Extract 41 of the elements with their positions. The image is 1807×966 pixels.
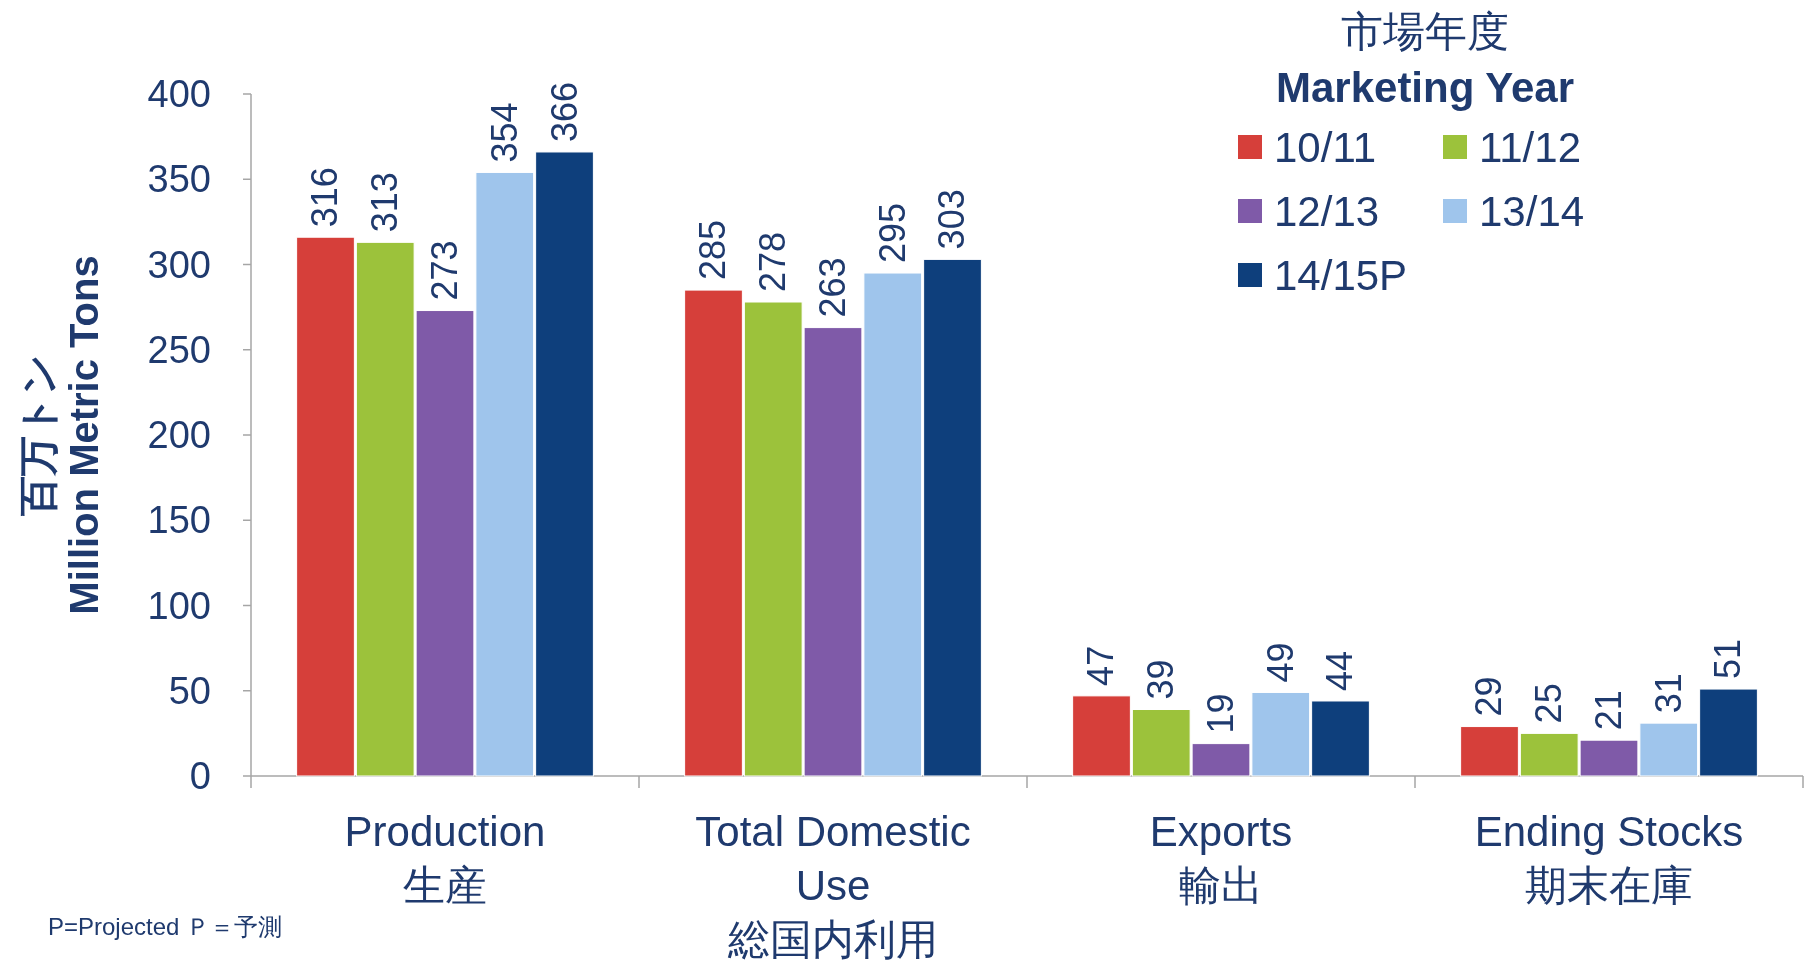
- legend-label: 10/11: [1274, 124, 1376, 171]
- legend-label: 13/14: [1479, 188, 1585, 235]
- x-tick-label: Exports 輸出: [1149, 808, 1293, 909]
- y-tick-label: 200: [147, 414, 211, 456]
- data-label: 25: [1528, 683, 1570, 724]
- legend-label: 11/12: [1479, 124, 1581, 171]
- y-tick-label: 400: [147, 73, 211, 115]
- x-tick-label: Total Domestic Use 総国内利用: [695, 808, 971, 963]
- text: P=Projected Ｐ＝予測: [48, 913, 283, 940]
- data-label: 47: [1080, 645, 1122, 686]
- data-label: 285: [692, 220, 734, 281]
- legend-label: 14/15P: [1274, 252, 1408, 299]
- data-label: 316: [304, 167, 346, 228]
- data-label: 278: [752, 231, 794, 293]
- legend-label: 12/13: [1274, 188, 1380, 235]
- legend-title: 市場年度 Marketing Year: [1275, 8, 1575, 111]
- data-label: 51: [1707, 639, 1749, 680]
- data-label: 29: [1468, 676, 1510, 717]
- y-tick-label: 50: [168, 669, 211, 712]
- y-tick-label: 150: [147, 499, 211, 542]
- y-tick-label: 0: [189, 755, 211, 797]
- data-label: 21: [1588, 690, 1629, 731]
- data-label: 366: [543, 81, 585, 142]
- y-tick-label: 350: [147, 158, 211, 201]
- x-tick-label: Ending Stocks 期末在庫: [1474, 808, 1744, 909]
- data-label: 303: [931, 189, 973, 250]
- data-label: 313: [364, 172, 406, 233]
- data-label: 263: [812, 257, 853, 318]
- data-label: 354: [483, 102, 525, 163]
- data-label: 19: [1200, 693, 1241, 734]
- data-label: 295: [871, 202, 913, 264]
- y-tick-label: 300: [147, 243, 211, 286]
- data-label: 44: [1319, 650, 1361, 691]
- data-label: 39: [1140, 659, 1182, 700]
- x-tick-label: Production 生産: [344, 808, 546, 909]
- y-axis-title: 百万トン Million Metric Tons: [16, 255, 106, 615]
- data-label: 49: [1259, 642, 1301, 683]
- data-label: 31: [1647, 673, 1689, 714]
- y-tick-label: 250: [147, 328, 211, 371]
- y-tick-label: 100: [147, 584, 211, 627]
- data-label: 273: [424, 240, 465, 301]
